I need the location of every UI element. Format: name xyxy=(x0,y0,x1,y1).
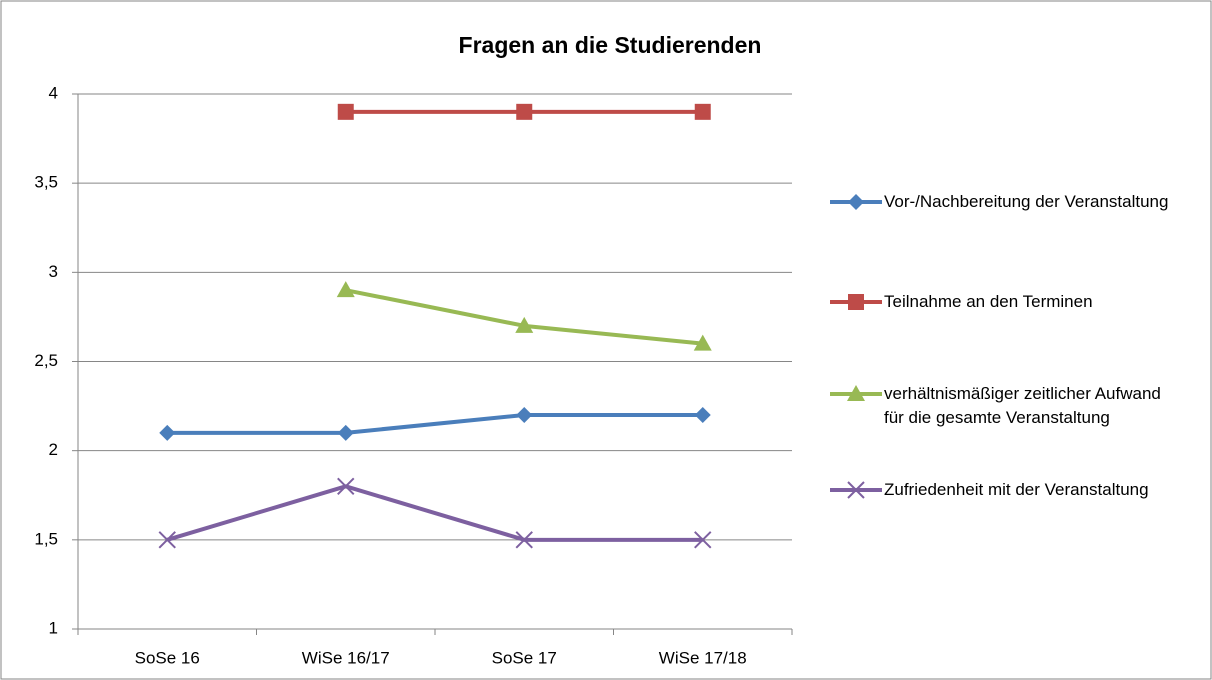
legend-entry: Teilnahme an den Terminen xyxy=(828,290,1184,314)
marker xyxy=(515,531,533,549)
x-tick-label: SoSe 17 xyxy=(492,648,557,667)
x-tick-label: WiSe 16/17 xyxy=(302,648,390,667)
marker xyxy=(337,424,354,441)
y-tick-label: 1 xyxy=(49,618,58,637)
x-tick-label: WiSe 17/18 xyxy=(659,648,747,667)
legend-swatch xyxy=(830,294,882,310)
y-tick-label: 4 xyxy=(49,83,58,102)
legend-entry: Zufriedenheit mit der Veranstaltung xyxy=(828,478,1184,502)
legend-label: verhältnismäßiger zeitlicher Aufwand für… xyxy=(884,384,1161,427)
marker xyxy=(337,477,355,496)
marker xyxy=(694,103,711,120)
marker xyxy=(847,481,865,499)
legend-swatch xyxy=(830,385,882,401)
marker xyxy=(848,294,864,310)
legend-swatch xyxy=(830,481,882,499)
y-tick-label: 2,5 xyxy=(34,351,58,370)
y-tick-label: 2 xyxy=(49,440,58,459)
chart-title: Fragen an die Studierenden xyxy=(459,32,762,58)
legend-label: Teilnahme an den Terminen xyxy=(884,292,1093,311)
y-tick-label: 3 xyxy=(49,262,58,281)
series-line xyxy=(166,484,703,542)
marker xyxy=(337,103,354,120)
marker xyxy=(159,424,176,441)
marker xyxy=(848,194,864,210)
legend-label: Vor-/Nachbereitung der Veranstaltung xyxy=(884,192,1169,211)
x-tick-label: SoSe 16 xyxy=(135,648,200,667)
marker xyxy=(694,407,711,423)
y-tick-label: 1,5 xyxy=(34,529,58,548)
marker xyxy=(336,281,355,298)
marker xyxy=(516,407,533,423)
marker xyxy=(847,385,865,401)
marker xyxy=(693,334,712,351)
marker xyxy=(694,531,712,549)
marker xyxy=(158,531,176,549)
marker xyxy=(516,103,533,120)
legend-entry: verhältnismäßiger zeitlicher Aufwand für… xyxy=(828,382,1184,430)
legend-swatch xyxy=(830,194,882,210)
marker xyxy=(515,316,534,333)
y-tick-label: 3,5 xyxy=(34,173,58,192)
series-line xyxy=(167,413,703,435)
legend-label: Zufriedenheit mit der Veranstaltung xyxy=(884,480,1149,499)
legend-entry: Vor-/Nachbereitung der Veranstaltung xyxy=(828,190,1184,214)
